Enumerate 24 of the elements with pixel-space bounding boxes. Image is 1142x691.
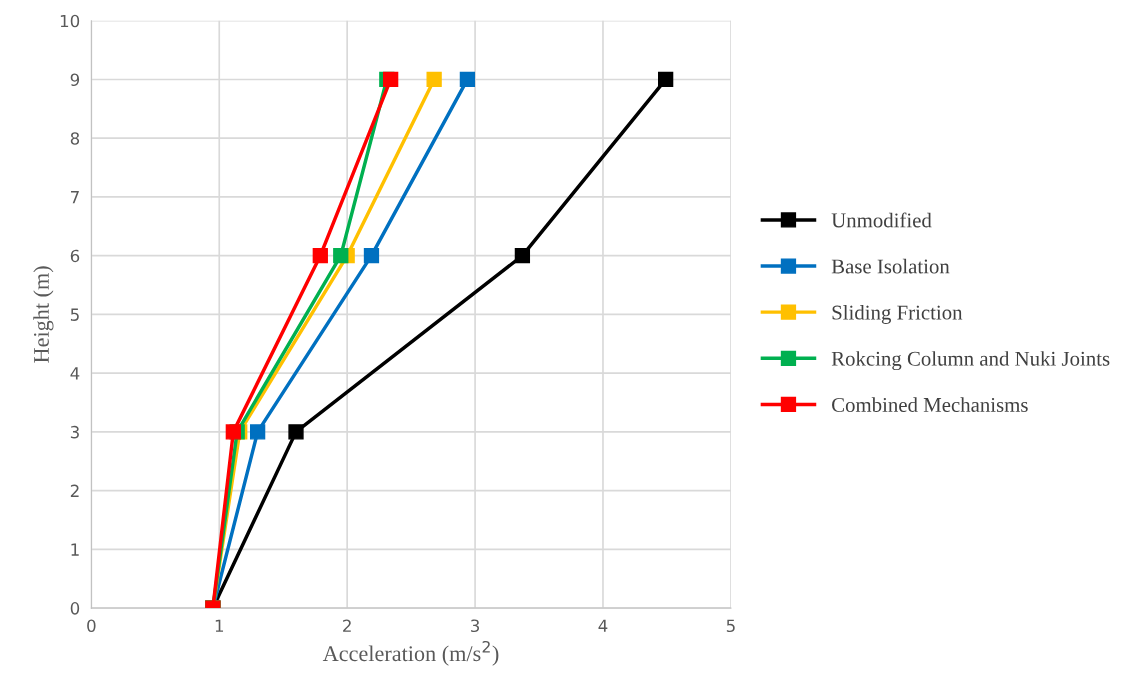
legend-label: Sliding Friction xyxy=(832,304,963,324)
legend-label: Combined Mechanisms xyxy=(832,397,1028,412)
y-tick-label: 2 xyxy=(70,484,79,497)
x-tick-label: 5 xyxy=(726,619,735,633)
legend-label: Base Isolation xyxy=(831,258,950,274)
y-tick-label: 6 xyxy=(70,249,80,263)
y-tick-label: 4 xyxy=(70,367,80,380)
x-tick-label: 3 xyxy=(471,619,480,633)
y-tick-label: 10 xyxy=(60,14,80,28)
x-tick-label: 1 xyxy=(215,619,224,632)
y-tick-label: 8 xyxy=(70,132,80,145)
x-axis-title: Acceleration (m/s$^{2}$) xyxy=(322,640,499,666)
legend-label: Unmodified xyxy=(831,212,932,228)
x-tick-label: 4 xyxy=(598,619,608,632)
y-tick-label: 1 xyxy=(71,543,79,556)
x-tick-label: 2 xyxy=(343,619,351,632)
y-tick-label: 5 xyxy=(70,308,79,321)
y-tick-label: 7 xyxy=(71,191,79,204)
y-axis-title: Height (m) xyxy=(33,266,54,363)
y-tick-label: 9 xyxy=(70,73,80,87)
y-tick-label: 0 xyxy=(70,602,80,615)
y-tick-label: 3 xyxy=(70,425,79,439)
x-tick-label: 0 xyxy=(87,619,96,633)
legend-label: Rokcing Column and Nuki Joints xyxy=(831,351,1110,371)
